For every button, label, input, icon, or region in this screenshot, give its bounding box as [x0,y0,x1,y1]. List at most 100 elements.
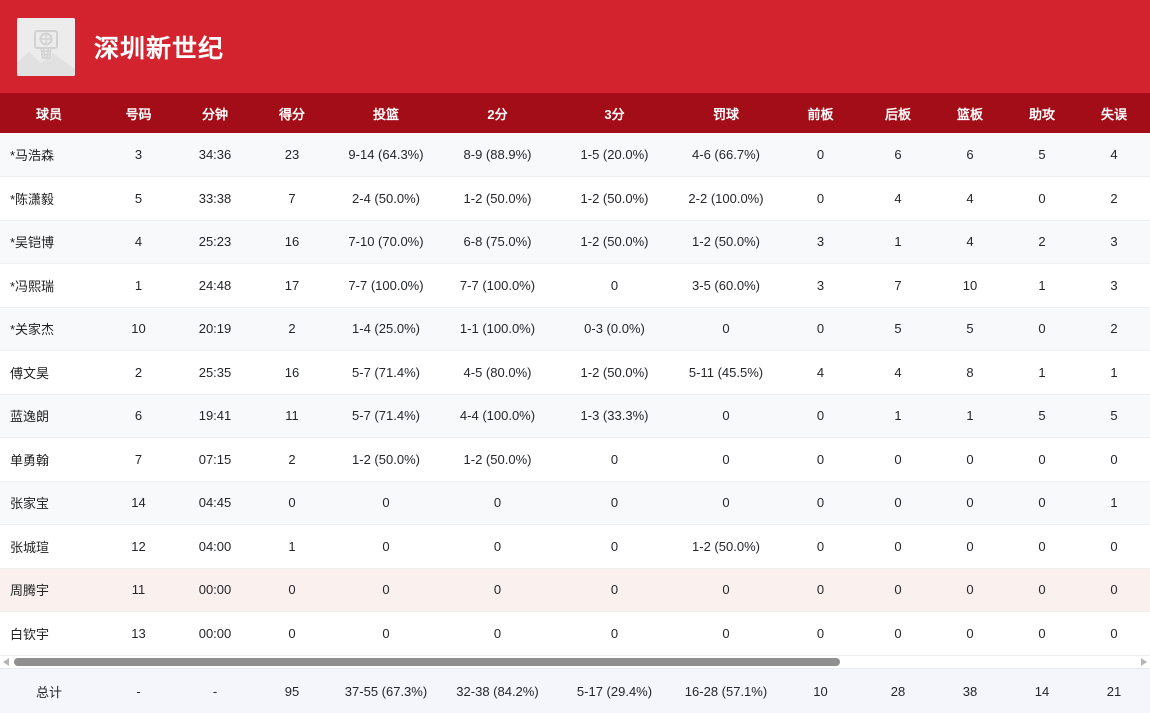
stat-cell: 1-2 (50.0%) [439,437,556,482]
player-name-cell: *陈潇毅 [0,176,98,221]
stat-cell: 0 [556,524,673,569]
stat-cell: 0 [1006,568,1078,612]
team-logo [17,17,75,76]
stat-cell: 13 [98,611,179,656]
stat-cell: 3 [779,263,862,308]
horizontal-scrollbar[interactable] [0,655,1150,668]
stat-cell: 1-5 (20.0%) [556,133,673,177]
stat-cell: 5 [1006,133,1078,177]
stat-cell: 2 [1078,176,1150,221]
stat-cell: 0 [862,611,934,656]
total-cell: - [98,667,179,713]
table-header-row: 球员 号码 分钟 得分 投篮 2分 3分 罚球 前板 后板 篮板 助攻 失误 [0,93,1150,133]
stat-cell: 1-2 (50.0%) [439,176,556,221]
stat-cell: 3 [98,133,179,177]
table-row: 白钦宇 13 00:00 0 0 0 0 0 0 0 0 0 0 [0,611,1150,656]
stat-cell: 2 [98,350,179,395]
stat-cell: 0 [439,524,556,569]
stat-cell: 6 [98,394,179,438]
stat-cell: 0 [673,611,779,656]
stat-cell: 6-8 (75.0%) [439,220,556,264]
stat-cell: 6 [862,133,934,177]
stat-cell: 1 [862,394,934,438]
table-row: 张家宝 14 04:45 0 0 0 0 0 0 0 0 0 1 [0,481,1150,525]
team-header: 深圳新世纪 [0,0,1150,93]
stat-cell: 6 [934,133,1006,177]
stat-cell: 0 [1078,524,1150,569]
table-row: 周腾宇 11 00:00 0 0 0 0 0 0 0 0 0 0 [0,568,1150,612]
player-name-cell: 傅文昊 [0,350,98,395]
col-points: 得分 [251,93,333,133]
stat-cell: 0 [333,524,439,569]
stat-cell: 0 [333,481,439,525]
stat-cell: 0 [333,611,439,656]
stat-cell: 5 [934,307,1006,351]
stat-cell: 0 [1006,437,1078,482]
stat-cell: 4 [934,220,1006,264]
stat-cell: 25:23 [179,220,251,264]
col-minutes: 分钟 [179,93,251,133]
stat-cell: 0 [779,307,862,351]
stat-cell: 0 [779,524,862,569]
col-ft: 罚球 [673,93,779,133]
stat-cell: 1 [934,394,1006,438]
stat-cell: 04:00 [179,524,251,569]
stat-cell: 16 [251,220,333,264]
stat-cell: 5-7 (71.4%) [333,350,439,395]
totals-label: 总计 [0,667,98,713]
stat-cell: 7-7 (100.0%) [439,263,556,308]
col-fg: 投篮 [333,93,439,133]
stat-cell: 0 [556,263,673,308]
stat-cell: 16 [251,350,333,395]
stat-cell: 4 [862,350,934,395]
stat-cell: 10 [934,263,1006,308]
stat-cell: 2 [251,307,333,351]
stat-cell: 0 [673,568,779,612]
stat-cell: 17 [251,263,333,308]
player-name-cell: *马浩森 [0,133,98,177]
stat-cell: 0 [1006,481,1078,525]
stat-cell: 1-2 (50.0%) [556,220,673,264]
stat-cell: 5 [1078,394,1150,438]
total-cell: 32-38 (84.2%) [439,667,556,713]
stat-cell: 0 [862,481,934,525]
stat-cell: 0 [673,437,779,482]
stat-cell: 0 [862,524,934,569]
stat-cell: 4 [934,176,1006,221]
stat-cell: 0 [1006,176,1078,221]
stat-cell: 0-3 (0.0%) [556,307,673,351]
col-reb: 篮板 [934,93,1006,133]
stat-cell: 19:41 [179,394,251,438]
player-name-cell: *吴铠博 [0,220,98,264]
table-row: *关家杰 10 20:19 2 1-4 (25.0%) 1-1 (100.0%) 0-3 (… [0,307,1150,351]
scrollbar-thumb[interactable] [14,657,840,666]
total-cell: 21 [1078,667,1150,713]
scroll-left-arrow-icon[interactable] [3,657,9,666]
stat-cell: 4 [779,350,862,395]
stat-cell: 12 [98,524,179,569]
stat-cell: 5-11 (45.5%) [673,350,779,395]
stat-cell: 2-2 (100.0%) [673,176,779,221]
stat-cell: 33:38 [179,176,251,221]
stat-cell: 0 [439,611,556,656]
stat-cell: 1-2 (50.0%) [673,524,779,569]
col-oreb: 前板 [779,93,862,133]
stat-cell: 14 [98,481,179,525]
scroll-right-arrow-icon[interactable] [1141,657,1147,666]
stat-cell: 2 [1006,220,1078,264]
stat-cell: 4-6 (66.7%) [673,133,779,177]
stat-cell: 0 [556,568,673,612]
stat-cell: 23 [251,133,333,177]
stat-cell: 0 [1006,524,1078,569]
table-row: *陈潇毅 5 33:38 7 2-4 (50.0%) 1-2 (50.0%) 1-2 (50… [0,176,1150,221]
stat-cell: 4-5 (80.0%) [439,350,556,395]
stat-cell: 04:45 [179,481,251,525]
stat-cell: 0 [1078,568,1150,612]
stat-cell: 10 [98,307,179,351]
stat-cell: 0 [251,611,333,656]
stat-cell: 0 [1006,611,1078,656]
stat-cell: 0 [862,437,934,482]
table-row: *吴铠博 4 25:23 16 7-10 (70.0%) 6-8 (75.0%) 1-2 (… [0,220,1150,264]
stat-cell: 0 [934,481,1006,525]
stat-cell: 0 [673,394,779,438]
